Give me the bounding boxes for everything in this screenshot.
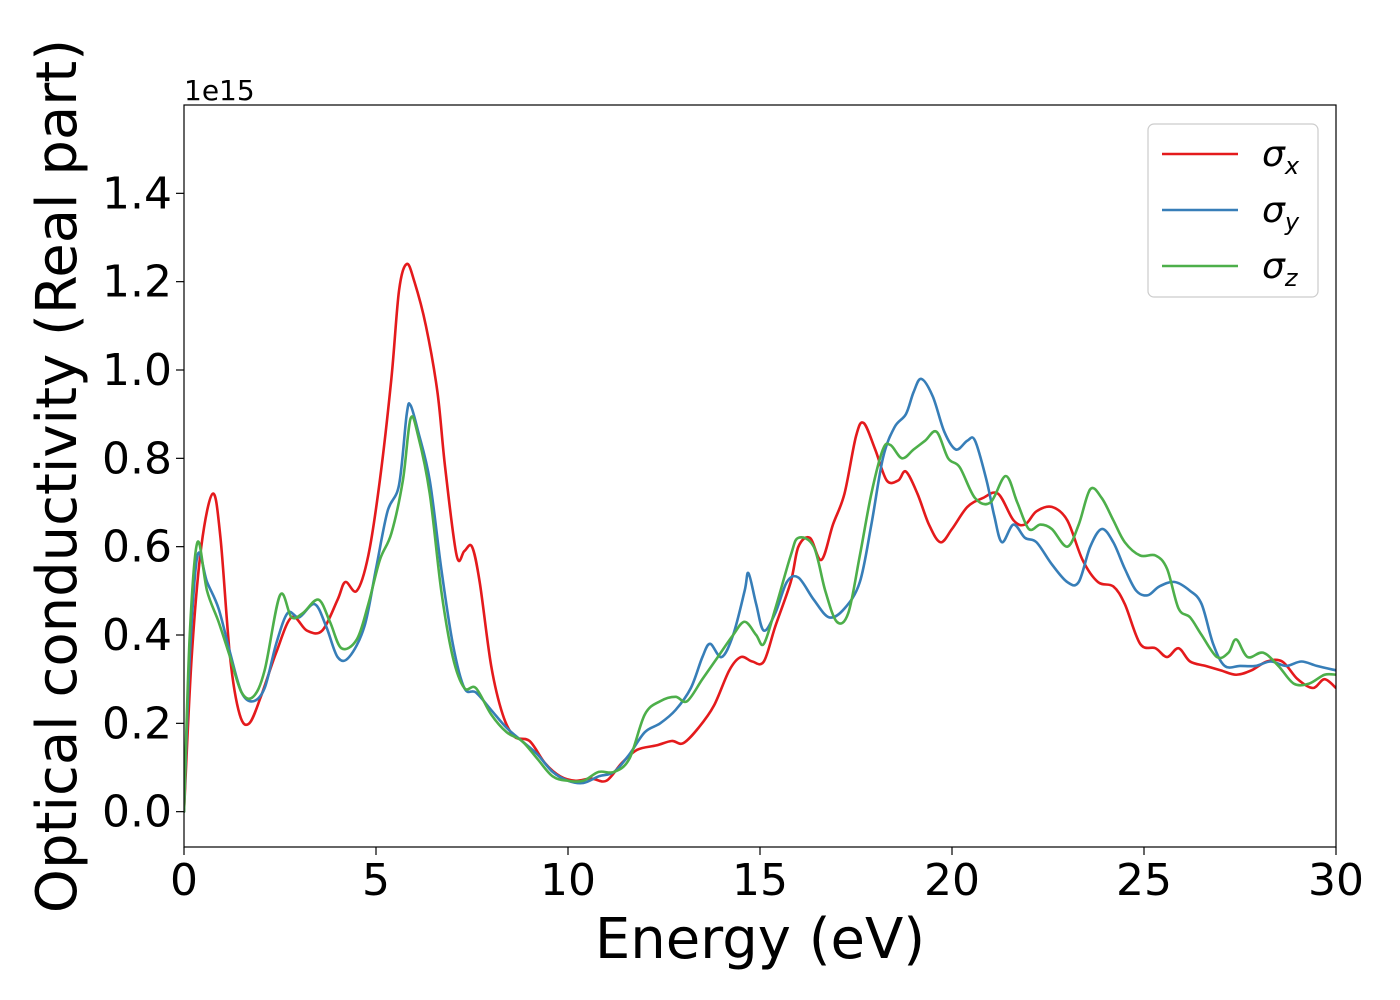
y-tick-label: 1.4 bbox=[102, 168, 172, 219]
series-line-σz bbox=[184, 415, 1336, 813]
x-tick-label: 20 bbox=[924, 855, 980, 906]
x-axis-label: Energy (eV) bbox=[595, 907, 925, 972]
y-axis-label: Optical conductivity (Real part) bbox=[25, 39, 90, 913]
plot-area bbox=[184, 262, 1336, 813]
y-offset-label: 1e15 bbox=[184, 74, 255, 107]
plot-frame bbox=[183, 104, 1337, 848]
y-tick-label: 0.2 bbox=[102, 698, 172, 749]
y-tick-label: 0.8 bbox=[102, 433, 172, 484]
y-tick-label: 0.0 bbox=[102, 787, 172, 838]
x-tick-label: 15 bbox=[732, 855, 788, 906]
y-tick-label: 0.4 bbox=[102, 610, 172, 661]
x-tick-label: 10 bbox=[540, 855, 596, 906]
series-line-σx bbox=[184, 262, 1336, 813]
y-tick-label: 1.0 bbox=[102, 345, 172, 396]
y-tick-label: 0.6 bbox=[102, 522, 172, 573]
series-line-σy bbox=[184, 377, 1336, 813]
legend: σx σy σz bbox=[1147, 123, 1319, 298]
y-tick-label: 1.2 bbox=[102, 257, 172, 308]
axis-ticks: 0 5 10 15 20 25 30 0.0 0.2 0.4 0.6 0.8 1.0 1.2 1.4 bbox=[102, 168, 1364, 906]
x-tick-label: 5 bbox=[362, 855, 390, 906]
legend-label-σy: σy bbox=[1262, 190, 1300, 236]
legend-label-σz: σz bbox=[1262, 246, 1299, 292]
x-tick-label: 0 bbox=[170, 855, 198, 906]
x-tick-label: 30 bbox=[1308, 855, 1364, 906]
legend-label-σx: σx bbox=[1262, 134, 1300, 180]
x-tick-label: 25 bbox=[1116, 855, 1172, 906]
